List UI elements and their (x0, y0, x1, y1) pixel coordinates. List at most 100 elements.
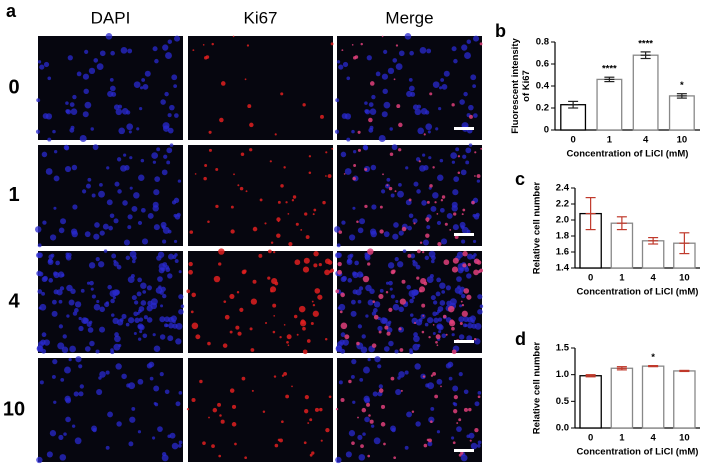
nucleus (445, 285, 451, 291)
ki67-spot (320, 439, 323, 442)
nucleus (351, 299, 356, 305)
ki67-spot (312, 310, 319, 317)
nucleus (168, 322, 174, 329)
ki67-spot (278, 438, 283, 443)
ki67-spot (264, 321, 268, 325)
nucleus (165, 267, 171, 273)
error-bar (616, 216, 627, 231)
nucleus (136, 291, 142, 297)
nucleus (383, 346, 390, 352)
nucleus (70, 108, 78, 115)
ki67-spot (224, 314, 230, 320)
nucleus (357, 299, 362, 304)
nucleus (351, 129, 355, 134)
ki67-spot (474, 151, 477, 154)
nucleus (455, 147, 460, 152)
y-axis-label: Relative cell number (532, 182, 543, 275)
ki67-spot (264, 222, 267, 225)
nucleus (430, 205, 437, 212)
nucleus (438, 330, 442, 334)
nucleus (71, 230, 78, 238)
nucleus (53, 175, 60, 182)
nucleus (42, 275, 48, 281)
nucleus (84, 231, 91, 238)
nucleus (370, 164, 377, 171)
nucleus (129, 156, 133, 160)
nucleus (366, 55, 372, 61)
nucleus (91, 193, 96, 198)
nucleus (137, 220, 143, 226)
nucleus (171, 442, 179, 450)
error-bar (640, 51, 651, 60)
ki67-spot (356, 341, 360, 346)
ki67-spot (411, 410, 415, 413)
nucleus (336, 252, 342, 258)
nucleus (424, 322, 429, 327)
nucleus (180, 304, 185, 308)
ki67-spot (457, 171, 461, 174)
nucleus (76, 71, 82, 77)
x-tick-label: 10 (677, 135, 688, 146)
ki67-spot (230, 229, 235, 234)
nucleus (373, 437, 381, 445)
nucleus (80, 288, 85, 293)
ki67-spot (286, 334, 292, 340)
nucleus (121, 313, 127, 319)
x-tick-label: 4 (650, 273, 656, 284)
nucleus (360, 346, 368, 354)
nucleus (118, 127, 126, 135)
nucleus (123, 239, 130, 246)
nucleus (114, 181, 120, 187)
nucleus (96, 299, 100, 304)
ki67-spot (283, 166, 286, 169)
ki67-spot (441, 195, 446, 199)
ki67-spot (339, 310, 343, 314)
nucleus (341, 275, 347, 281)
ki67-spot (246, 44, 250, 47)
nucleus (152, 160, 157, 164)
nucleus (38, 306, 42, 310)
nucleus (448, 376, 453, 381)
nucleus (393, 222, 399, 228)
error-bar (616, 366, 627, 371)
ki67-spot (425, 233, 430, 238)
ki67-spot (204, 164, 208, 167)
nucleus (156, 147, 161, 152)
nucleus (370, 424, 375, 428)
nucleus (342, 339, 349, 346)
nucleus (359, 218, 366, 225)
nucleus (352, 206, 356, 210)
nucleus (467, 322, 473, 329)
ki67-spot (215, 167, 219, 171)
nucleus (172, 323, 178, 329)
nucleus (468, 143, 473, 147)
ki67-spot (480, 147, 483, 150)
ki67-spot (451, 266, 459, 273)
ki67-spot (300, 320, 307, 327)
nucleus (358, 454, 366, 461)
nucleus (381, 111, 388, 118)
nucleus (464, 323, 468, 327)
nucleus (52, 358, 58, 365)
nucleus (71, 164, 78, 171)
nucleus (133, 192, 140, 199)
nucleus (367, 358, 371, 362)
nucleus (439, 158, 444, 163)
ki67-spot (368, 117, 373, 123)
nucleus (87, 177, 92, 182)
ki67-spot (243, 269, 247, 273)
nucleus (333, 226, 341, 233)
ki67-spot (304, 395, 309, 400)
nucleus (142, 333, 148, 339)
nucleus (397, 190, 404, 198)
micrograph (334, 32, 483, 142)
ki67-spot (392, 269, 396, 273)
ki67-spot (229, 330, 233, 334)
nucleus (476, 179, 481, 183)
nucleus (51, 310, 58, 317)
nucleus (408, 85, 415, 92)
nucleus (65, 416, 71, 423)
nucleus (438, 86, 443, 90)
ki67-spot (413, 222, 416, 225)
nucleus (89, 280, 94, 286)
